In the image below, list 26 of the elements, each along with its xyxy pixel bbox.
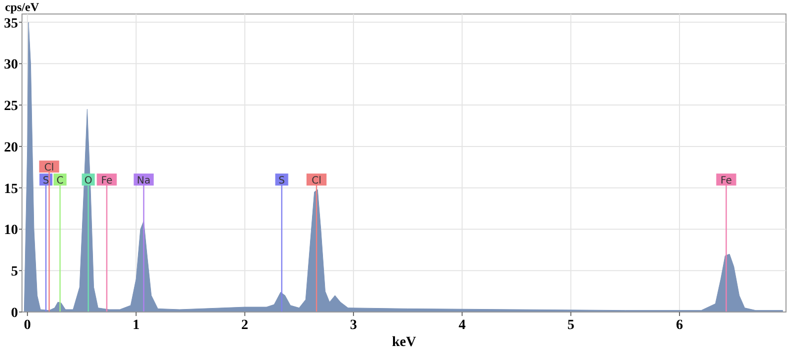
ref-line-label: Na (136, 176, 151, 187)
x-tick-label: 5 (567, 318, 574, 333)
y-tick-label: 25 (4, 99, 18, 114)
y-tick-label: 5 (11, 264, 18, 280)
y-tick-label: 0 (11, 306, 18, 321)
y-axis-title: cps/eV (5, 0, 40, 14)
x-tick-label: 0 (24, 318, 31, 333)
x-tick-label: 3 (350, 318, 357, 333)
ref-line-label: Cl (312, 176, 322, 187)
x-tick-label: 1 (132, 318, 140, 333)
ref-line-label: Fe (720, 176, 732, 187)
y-tick-label: 35 (4, 16, 18, 32)
ref-line-label: C (56, 176, 64, 187)
x-tick-label: 2 (241, 318, 248, 333)
ref-line-label: Cl (44, 162, 54, 174)
x-tick-label: 4 (458, 318, 466, 333)
x-axis-title: keV (392, 335, 416, 350)
x-tick-label: 6 (676, 318, 683, 333)
ref-line-label: S (278, 176, 285, 187)
ref-line-label: S (42, 176, 50, 187)
ref-line-label: O (84, 176, 92, 187)
ref-line-label: Fe (101, 176, 112, 187)
y-tick-label: 10 (4, 223, 18, 238)
y-tick-label: 20 (4, 140, 18, 156)
y-tick-label: 30 (4, 58, 18, 73)
y-tick-label: 15 (4, 182, 18, 197)
